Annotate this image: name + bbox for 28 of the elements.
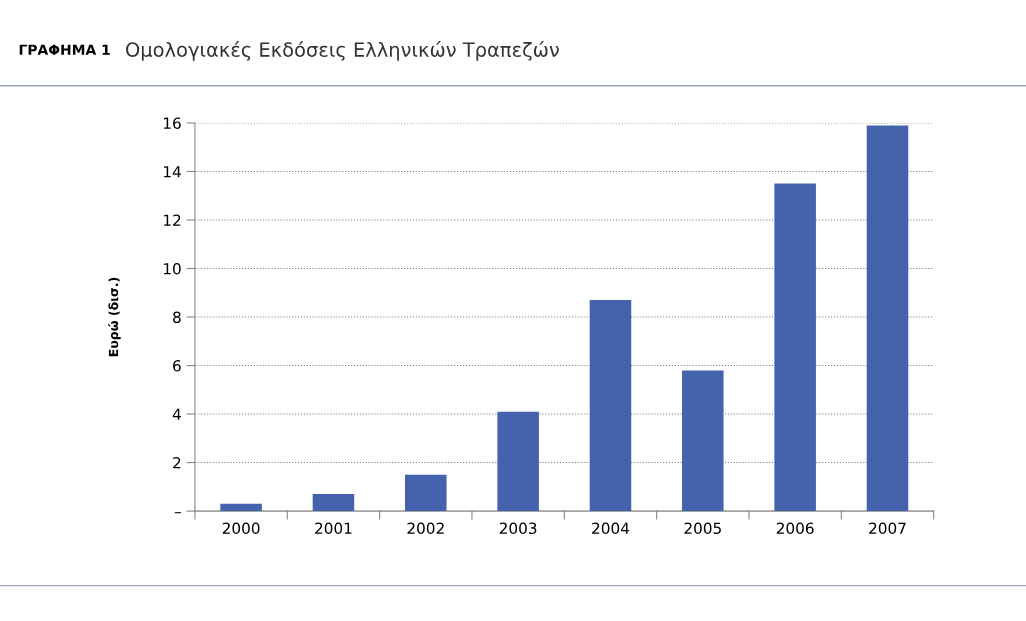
x-tick-label: 2005 [684,522,721,535]
x-tick-label: 2001 [315,522,352,535]
y-tick-label: 6 [173,360,181,372]
bar [497,411,539,512]
bar [682,370,724,512]
y-tick-label: 16 [163,117,181,129]
y-axis-title: Ευρώ (δισ.) [108,277,121,357]
x-tick-label: 2006 [776,522,814,535]
y-tick-label: 8 [173,311,181,324]
x-tick-label: 2002 [407,522,444,535]
y-tick-label: 4 [172,408,181,420]
y-tick-label: 10 [163,262,181,275]
x-tick-label: 2000 [222,522,260,535]
chart-subtitle: Ομολογιακές Εκδόσεις Ελληνικών Τραπεζών [126,41,559,61]
y-tick-label: 2 [173,457,181,469]
bar [866,125,909,512]
x-tick-label: 2004 [592,522,630,535]
bar [220,503,262,512]
x-tick-label: 2007 [869,522,906,535]
bar [312,494,355,512]
bar [405,474,447,512]
bar [774,183,816,512]
y-tick-label: 12 [163,214,181,226]
text: ΓΡΑΦΗΜΑ 1 [19,44,110,55]
y-tick-label: 14 [163,166,181,178]
x-tick-label: 2003 [499,522,537,535]
bar [589,300,632,512]
y-tick-label: – [174,512,181,514]
